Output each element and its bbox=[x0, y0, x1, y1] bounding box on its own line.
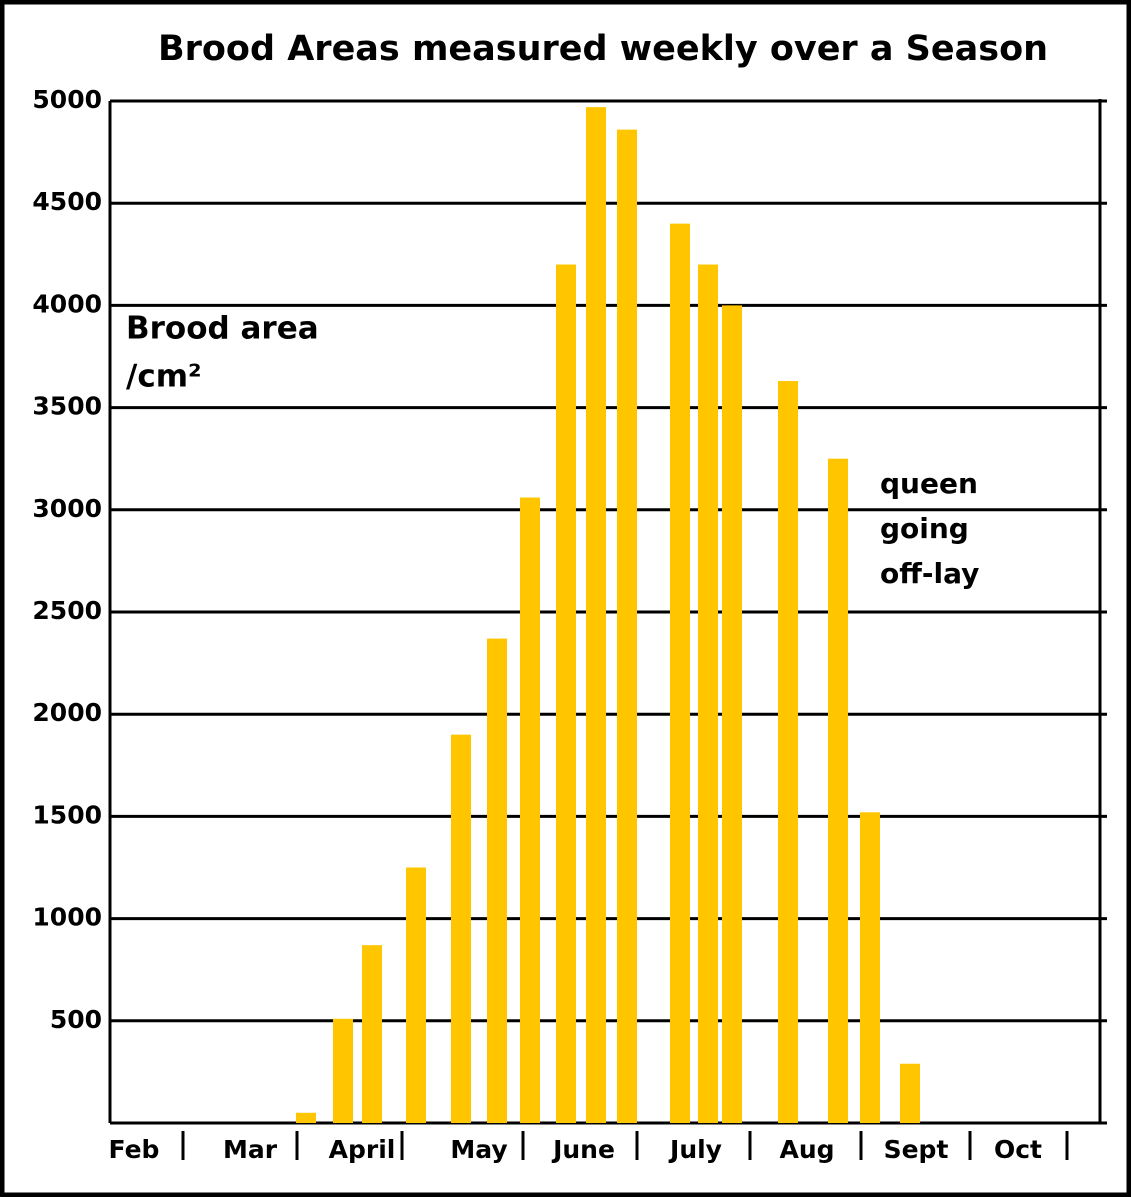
bar bbox=[556, 264, 576, 1123]
y-axis-label: /cm² bbox=[126, 359, 202, 395]
bar bbox=[451, 734, 471, 1123]
x-tick-label: Feb bbox=[109, 1135, 160, 1164]
x-tick-label: Aug bbox=[779, 1135, 834, 1164]
annotation: going bbox=[880, 512, 969, 545]
x-tick-label: Sept bbox=[884, 1135, 949, 1164]
annotation: queen bbox=[880, 467, 978, 500]
y-tick-label: 3500 bbox=[32, 392, 102, 421]
bar bbox=[828, 458, 848, 1123]
y-tick-label: 4500 bbox=[32, 187, 102, 216]
bar bbox=[296, 1112, 316, 1123]
bar bbox=[617, 129, 637, 1124]
x-tick-label: Mar bbox=[223, 1135, 278, 1164]
y-tick-label: 1000 bbox=[32, 903, 102, 932]
x-tick-label: July bbox=[668, 1135, 722, 1164]
bar bbox=[406, 867, 426, 1123]
x-tick-label: Oct bbox=[994, 1135, 1042, 1164]
bar bbox=[487, 638, 507, 1123]
bar bbox=[722, 305, 742, 1123]
bar bbox=[860, 812, 880, 1123]
y-tick-label: 5000 bbox=[32, 85, 102, 114]
y-tick-label: 2000 bbox=[32, 698, 102, 727]
y-tick-label: 1500 bbox=[32, 800, 102, 829]
chart-title: Brood Areas measured weekly over a Seaso… bbox=[158, 29, 1048, 69]
y-axis-label: Brood area bbox=[126, 311, 319, 347]
bar bbox=[670, 223, 690, 1123]
y-tick-label: 3000 bbox=[32, 494, 102, 523]
y-tick-label: 500 bbox=[50, 1005, 102, 1034]
annotation: off-lay bbox=[880, 557, 979, 590]
x-tick-label: April bbox=[329, 1135, 396, 1164]
y-tick-label: 2500 bbox=[32, 596, 102, 625]
y-tick-label: 4000 bbox=[32, 289, 102, 318]
bar bbox=[362, 945, 382, 1123]
bar bbox=[586, 107, 606, 1123]
bar bbox=[333, 1018, 353, 1123]
bar bbox=[778, 381, 798, 1123]
bar bbox=[698, 264, 718, 1123]
x-tick-label: June bbox=[551, 1135, 615, 1164]
x-tick-label: May bbox=[450, 1135, 507, 1164]
bar bbox=[520, 497, 540, 1123]
bar bbox=[900, 1063, 920, 1123]
